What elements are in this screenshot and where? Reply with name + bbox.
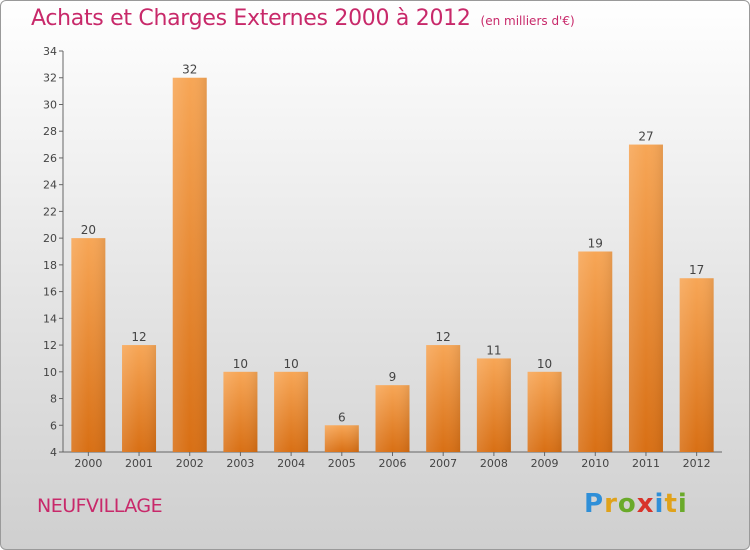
bars [71, 77, 714, 453]
data-label: 10 [537, 357, 552, 371]
proxiti-logo: Proxiti [584, 489, 688, 519]
bar-shade [223, 371, 258, 452]
y-tick-label: 34 [43, 45, 57, 58]
x-tick-label: 2008 [480, 457, 508, 470]
bar-shade [679, 278, 714, 452]
x-tick-label: 2005 [328, 457, 356, 470]
chart-title: Achats et Charges Externes 2000 à 2012 (e… [31, 6, 575, 31]
data-label: 12 [436, 330, 451, 344]
bar-shade [578, 251, 613, 452]
y-tick-label: 14 [43, 312, 57, 325]
title-text: Achats et Charges Externes 2000 à 2012 [31, 6, 471, 31]
bar-shade [122, 345, 157, 452]
bar-shade [426, 345, 461, 452]
data-label: 17 [689, 263, 704, 277]
y-tick-label: 30 [43, 98, 57, 111]
bar-shade [172, 77, 207, 452]
data-label: 11 [486, 343, 501, 357]
y-tick-label: 26 [43, 152, 57, 165]
logo-letter: t [664, 489, 678, 519]
y-tick-label: 10 [43, 366, 57, 379]
y-tick-label: 22 [43, 205, 57, 218]
x-tick-label: 2007 [429, 457, 457, 470]
x-tick-label: 2004 [277, 457, 305, 470]
data-label: 10 [283, 357, 298, 371]
x-tick-label: 2000 [74, 457, 102, 470]
logo-letter: P [584, 489, 605, 519]
unit-label: (en milliers d'€) [480, 14, 575, 28]
x-tick-label: 2009 [531, 457, 559, 470]
y-tick-label: 16 [43, 286, 57, 299]
x-tick-label: 2012 [683, 457, 711, 470]
y-tick-label: 6 [50, 419, 57, 432]
bar-shade [71, 238, 106, 452]
bar-shade [628, 144, 663, 453]
x-tick-label: 2003 [226, 457, 254, 470]
data-label: 10 [233, 357, 248, 371]
bar-shade [324, 425, 359, 452]
bar-shade [527, 371, 562, 452]
x-tick-label: 2002 [176, 457, 204, 470]
data-label: 6 [338, 410, 346, 424]
y-tick-label: 24 [43, 179, 57, 192]
axes: 4 6 8 10 12 14 16 18 20 22 24 26 28 30 32 34 2000 2001 200… [43, 45, 722, 470]
y-tick-label: 18 [43, 259, 57, 272]
x-tick-label: 2011 [632, 457, 660, 470]
data-label: 9 [389, 370, 397, 384]
x-tick-label: 2010 [581, 457, 609, 470]
y-tick-label: 8 [50, 393, 57, 406]
data-label: 12 [131, 330, 146, 344]
bar-shade [375, 385, 410, 452]
logo-letter: o [617, 489, 637, 519]
logo-letter: r [604, 489, 618, 519]
y-tick-label: 12 [43, 339, 57, 352]
data-label: 20 [81, 223, 96, 237]
y-tick-label: 32 [43, 72, 57, 85]
bar-shade [274, 371, 309, 452]
x-tick-label: 2001 [125, 457, 153, 470]
logo-letter: x [636, 489, 655, 519]
logo-letter: i [677, 489, 688, 519]
data-labels: 20 12 32 10 10 6 9 12 11 10 19 27 17 [81, 63, 705, 425]
y-tick-label: 20 [43, 232, 57, 245]
y-tick-label: 4 [50, 446, 57, 459]
data-label: 32 [182, 63, 197, 77]
x-tick-label: 2006 [379, 457, 407, 470]
data-label: 19 [588, 237, 603, 251]
commune-name: NEUFVILLAGE [37, 495, 163, 517]
data-label: 27 [638, 130, 653, 144]
logo-letter: i [654, 489, 665, 519]
y-tick-label: 28 [43, 125, 57, 138]
bar-shade [476, 358, 511, 452]
